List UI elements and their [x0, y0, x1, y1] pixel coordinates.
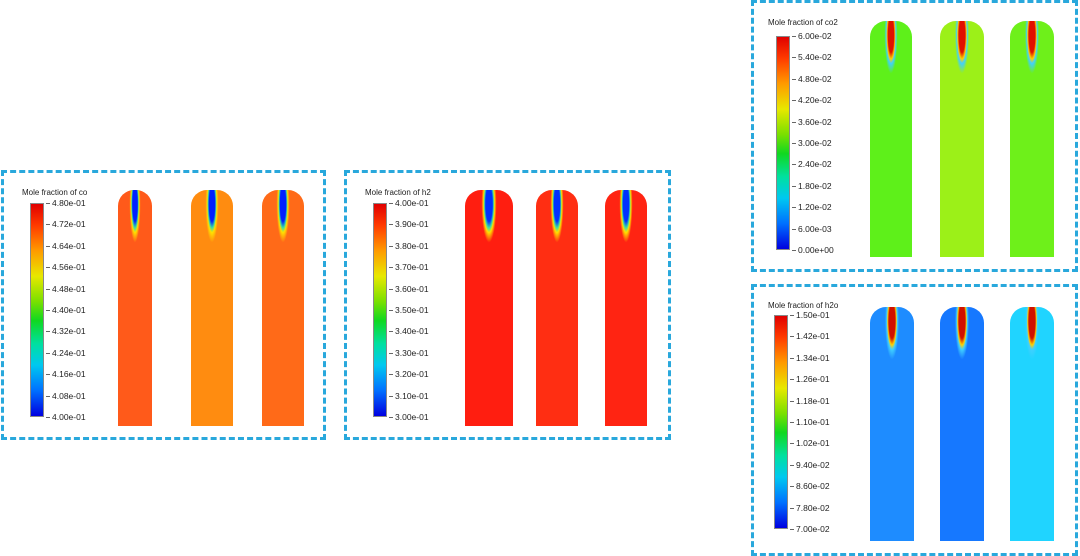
panel-h2o: Mole fraction of h2o 1.50e-01 1.42e-01 1…: [751, 284, 1078, 556]
colorbar-tick: 3.20e-01: [389, 369, 429, 380]
colorbar-gradient: [776, 36, 790, 250]
jet-plume: [205, 190, 219, 260]
contour-tube: [940, 21, 984, 257]
colorbar-tick: 4.32e-01: [46, 326, 86, 337]
colorbar-tick: 3.50e-01: [389, 305, 429, 315]
colorbar-gradient: [30, 203, 44, 417]
colorbar-gradient: [774, 315, 788, 529]
jet-plume: [481, 190, 497, 260]
colorbar-tick: 1.02e-01: [790, 438, 830, 449]
colorbar-title: Mole fraction of co: [22, 188, 88, 197]
colorbar-ticks: 6.00e-02 5.40e-02 4.80e-02 4.20e-02 3.60…: [792, 31, 858, 255]
colorbar-tick: 3.70e-01: [389, 262, 429, 273]
contour-tube: [870, 307, 914, 541]
jet-plume: [884, 21, 898, 91]
jet-plume: [129, 190, 141, 260]
colorbar-tick: 4.00e-01: [389, 198, 429, 208]
colorbar-tick: 6.00e-03: [792, 223, 832, 234]
colorbar-tick: 3.30e-01: [389, 347, 429, 358]
contour-tube: [536, 190, 578, 426]
jet-plume: [550, 190, 564, 260]
colorbar-tick: 4.40e-01: [46, 305, 86, 315]
contour-tube: [465, 190, 513, 426]
jet-plume: [955, 21, 969, 91]
colorbar-tick: 1.26e-01: [790, 374, 830, 385]
colorbar-tick: 1.20e-02: [792, 202, 832, 213]
panel-h2: Mole fraction of h2 4.00e-01 3.90e-01 3.…: [344, 170, 671, 440]
colorbar-tick: 1.80e-02: [792, 180, 832, 191]
colorbar-tick: 4.08e-01: [46, 390, 86, 401]
colorbar-tick: 1.50e-01: [790, 310, 830, 320]
colorbar-tick: 3.60e-02: [792, 116, 832, 127]
colorbar-tick: 4.24e-01: [46, 347, 86, 358]
contour-tube: [1010, 307, 1054, 541]
colorbar-tick: 7.00e-02: [790, 524, 830, 534]
colorbar-tick: 4.80e-02: [792, 73, 832, 84]
colorbar-tick: 2.40e-02: [792, 159, 832, 170]
panel-co2: Mole fraction of co2 6.00e-02 5.40e-02 4…: [751, 0, 1078, 272]
colorbar-tick: 7.80e-02: [790, 502, 830, 513]
colorbar-tick: 4.16e-01: [46, 369, 86, 380]
colorbar-tick: 1.42e-01: [790, 331, 830, 342]
contour-tube: [118, 190, 152, 426]
colorbar-ticks: 1.50e-01 1.42e-01 1.34e-01 1.26e-01 1.18…: [790, 310, 856, 534]
colorbar-tick: 1.10e-01: [790, 417, 830, 427]
colorbar-tick: 1.18e-01: [790, 395, 830, 406]
colorbar-title: Mole fraction of co2: [768, 18, 838, 27]
contour-tube: [870, 21, 912, 257]
contour-tube: [940, 307, 984, 541]
colorbar-tick: 1.34e-01: [790, 352, 830, 363]
colorbar-ticks: 4.00e-01 3.90e-01 3.80e-01 3.70e-01 3.60…: [389, 198, 455, 422]
colorbar-tick: 3.10e-01: [389, 390, 429, 401]
colorbar-ticks: 4.80e-01 4.72e-01 4.64e-01 4.56e-01 4.48…: [46, 198, 112, 422]
contour-tube: [1010, 21, 1054, 257]
colorbar-tick: 9.40e-02: [790, 459, 830, 470]
contour-tube: [262, 190, 304, 426]
contour-tube: [605, 190, 647, 426]
colorbar-tick: 4.80e-01: [46, 198, 86, 208]
colorbar-tick: 3.60e-01: [389, 283, 429, 294]
colorbar-tick: 4.48e-01: [46, 283, 86, 294]
colorbar-tick: 3.00e-02: [792, 138, 832, 148]
colorbar-tick: 3.00e-01: [389, 412, 429, 422]
jet-plume: [619, 190, 633, 260]
colorbar-tick: 3.40e-01: [389, 326, 429, 337]
jet-plume: [1025, 307, 1039, 377]
colorbar-tick: 8.60e-02: [790, 481, 830, 492]
colorbar-tick: 5.40e-02: [792, 52, 832, 63]
colorbar-tick: 4.56e-01: [46, 262, 86, 273]
colorbar-tick: 4.20e-02: [792, 95, 832, 106]
jet-plume: [1025, 21, 1039, 91]
colorbar-tick: 4.00e-01: [46, 412, 86, 422]
jet-plume: [276, 190, 290, 260]
contour-tube: [191, 190, 233, 426]
jet-plume: [955, 307, 969, 377]
colorbar-tick: 3.90e-01: [389, 219, 429, 230]
panel-co: Mole fraction of co 4.80e-01 4.72e-01 4.…: [1, 170, 326, 440]
colorbar-gradient: [373, 203, 387, 417]
colorbar-tick: 4.64e-01: [46, 240, 86, 251]
jet-plume: [885, 307, 899, 377]
colorbar-title: Mole fraction of h2: [365, 188, 431, 197]
colorbar-tick: 6.00e-02: [792, 31, 832, 41]
colorbar-tick: 0.00e+00: [792, 245, 834, 255]
colorbar-tick: 4.72e-01: [46, 219, 86, 230]
colorbar-tick: 3.80e-01: [389, 240, 429, 251]
colorbar-title: Mole fraction of h2o: [768, 301, 839, 310]
